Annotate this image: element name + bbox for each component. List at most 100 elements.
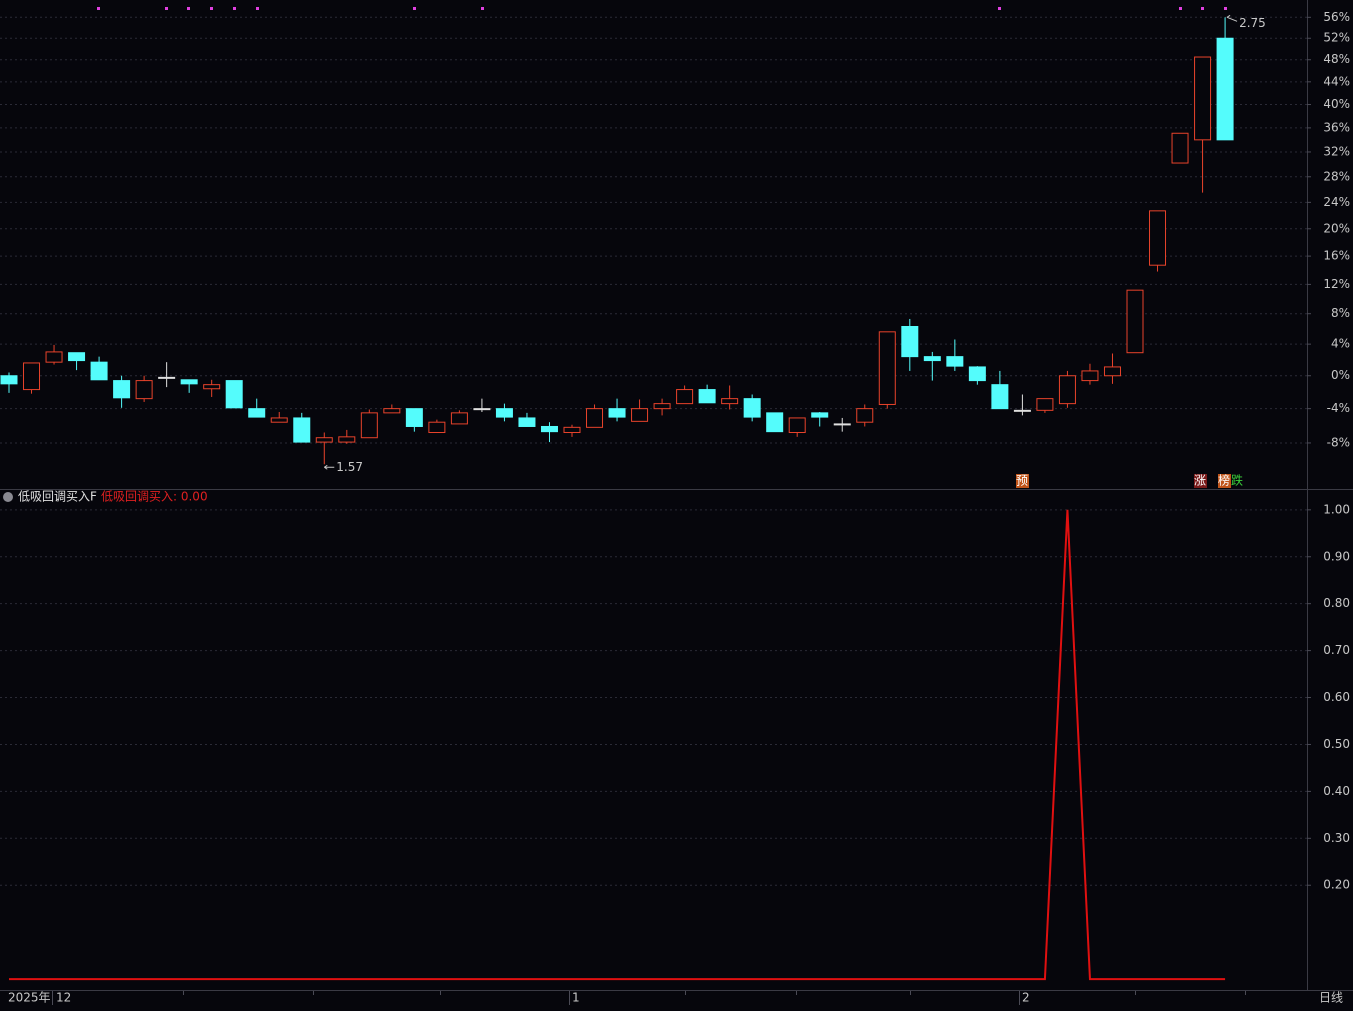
y-tick-label: 0.20 [1323,878,1350,892]
candle-body [405,408,423,427]
y-tick-label: 44% [1323,74,1350,88]
candle-body [946,356,964,367]
x-label: 1 [572,991,580,1005]
candle-body [495,408,513,418]
candle-body [360,412,378,439]
y-tick-label: 24% [1323,195,1350,209]
y-tick-label: 0.60 [1323,690,1350,704]
y-tick-label: -8% [1327,435,1350,449]
y-tick-label: 12% [1323,277,1350,291]
y-tick-label: 8% [1331,306,1350,320]
low-label: 1.57 [336,460,363,474]
candle-body [586,408,604,428]
candle-body [293,417,311,443]
y-tick-label: 20% [1323,221,1350,235]
candle-body [338,436,356,443]
candle-body [270,417,288,423]
signal-text: 跌 [1231,473,1243,488]
candle-body [450,412,468,425]
collapse-icon[interactable] [3,492,13,502]
y-tick-label: 28% [1323,169,1350,183]
candle-body [1013,409,1031,412]
y-tick-label: 0.50 [1323,737,1350,751]
y-tick-label: 40% [1323,97,1350,111]
candle-body [1216,37,1234,141]
candle-body [0,375,18,385]
candle-body [856,408,874,423]
y-tick-label: 0.40 [1323,784,1350,798]
x-label: 2 [1022,991,1030,1005]
y-tick-label: 48% [1323,52,1350,66]
candle-body [788,417,806,434]
candle-body [158,376,176,379]
signal-text: 涨 [1194,473,1206,488]
high-label: 2.75 [1239,16,1266,30]
candle-body [1194,56,1212,141]
y-tick-label: -4% [1327,401,1350,415]
y-tick-label: 0.70 [1323,643,1350,657]
signal-box [1218,474,1231,488]
signal-text: 预 [1016,474,1028,488]
candle-body [45,351,63,363]
candle-body [203,384,221,390]
annotation-arrow [1226,14,1238,22]
candle-body [743,398,761,418]
candle-body [901,326,919,358]
candle-body [135,380,153,400]
y-tick-label: 56% [1323,10,1350,24]
y-tick-label: 1.00 [1323,502,1350,516]
y-tick-label: 0% [1331,368,1350,382]
candle-body [1149,210,1167,266]
y-tick-label: 0.90 [1323,549,1350,563]
candle-body [225,380,243,409]
x-label: 12 [56,991,71,1005]
period-label: 日线 [1319,991,1343,1005]
candle-body [833,423,851,426]
candle-body [383,408,401,414]
candle-body [90,361,108,381]
annotation-arrow [324,464,335,470]
candle-body [23,362,41,391]
signal-box [1016,474,1029,488]
candle-body [1081,370,1099,382]
candle-body [608,408,626,418]
candle-body [653,403,671,410]
candle-body [1126,289,1144,354]
candle-body [766,412,784,433]
candle-body [68,352,86,362]
candle-body [1058,375,1076,405]
y-tick-label: 52% [1323,31,1350,45]
candle-body [878,331,896,405]
candle-body [923,356,941,362]
indicator-title: 低吸回调买入F [18,490,97,504]
y-tick-label: 0.80 [1323,596,1350,610]
indicator-status: 低吸回调买入: 0.00 [101,490,208,504]
candle-body [631,408,649,422]
candle-body [248,408,266,418]
candle-body [1103,366,1121,377]
candle-body [473,408,491,411]
y-tick-label: 16% [1323,249,1350,263]
signal-dots [97,7,1227,10]
y-tick-label: 32% [1323,144,1350,158]
candle-body [698,389,716,404]
candle-body [315,437,333,443]
candle-body [968,366,986,382]
candle-body [180,379,198,385]
candle-body [540,425,558,433]
y-tick-label: 0.30 [1323,831,1350,845]
candle-body [113,380,131,399]
candle-body [518,417,536,427]
candle-body [991,384,1009,410]
indicator-line [9,509,1226,981]
candle-body [428,421,446,434]
candle-body [1036,398,1054,411]
x-label: 2025年 [8,991,51,1005]
y-tick-label: 4% [1331,337,1350,351]
candle-body [676,389,694,405]
candle-body [721,398,739,405]
y-tick-label: 36% [1323,120,1350,134]
